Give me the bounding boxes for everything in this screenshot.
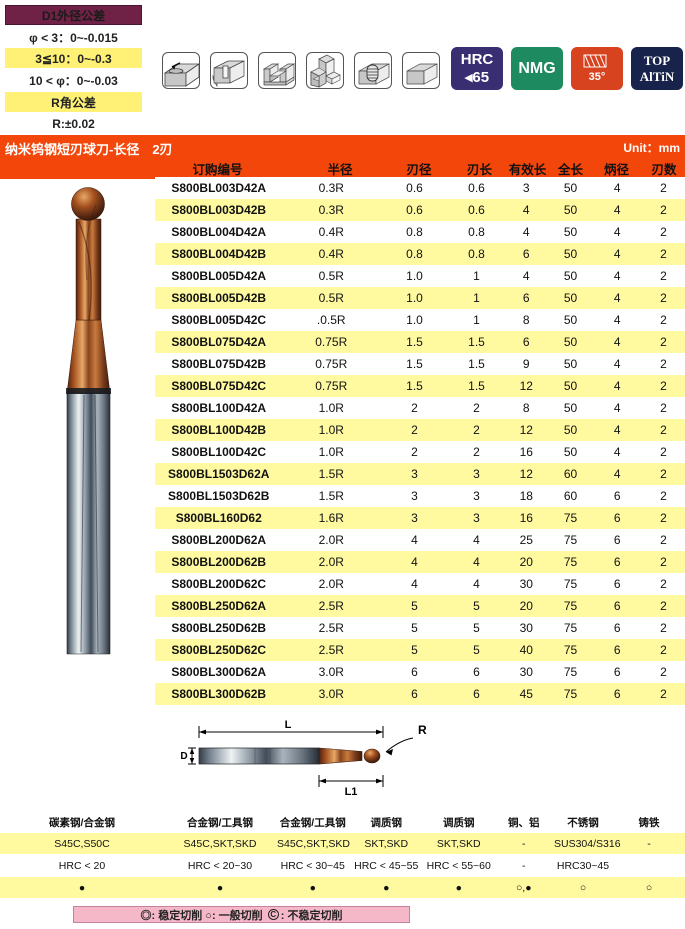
svg-text:D: D (180, 751, 187, 762)
svg-text:L1: L1 (345, 786, 358, 798)
svg-text:R: R (418, 723, 427, 737)
svg-text:L: L (285, 719, 292, 731)
